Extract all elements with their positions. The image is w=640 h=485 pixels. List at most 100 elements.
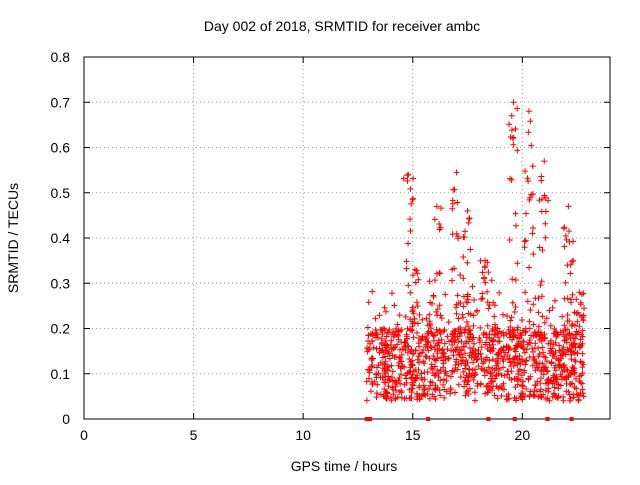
data-point [402,313,409,320]
data-point [384,350,391,357]
data-point [368,356,375,363]
data-point [554,394,561,401]
data-point [440,360,447,367]
data-point [379,331,386,338]
data-point [535,323,542,330]
data-point [466,385,473,392]
data-point [477,350,484,357]
data-point [365,366,372,373]
data-point [506,236,513,243]
y-tick-label: 0.5 [51,185,71,201]
data-point [449,205,456,212]
data-point [552,297,559,304]
data-point [550,374,557,381]
x-tick-label: 10 [295,427,311,443]
data-point [507,317,514,324]
data-point [447,373,454,380]
data-point [500,311,507,318]
data-point [390,333,397,340]
data-point [456,333,463,340]
data-point [389,368,396,375]
data-point [462,374,469,381]
data-point [437,224,444,231]
data-point [574,318,581,325]
data-point [541,353,548,360]
data-point [472,397,479,404]
data-point [402,339,409,346]
data-point [470,322,477,329]
data-point [465,329,472,336]
data-point [403,379,410,386]
data-point [522,289,529,296]
data-point [369,380,376,387]
data-point [529,345,536,352]
data-point [487,375,494,382]
data-point [490,336,497,343]
data-point [416,311,423,318]
data-point [513,343,520,350]
data-point [490,345,497,352]
data-point [409,362,416,369]
data-point [381,304,388,311]
data-point [514,324,521,331]
data-point [414,303,421,310]
data-point [409,196,416,203]
data-point [420,382,427,389]
data-point [470,376,477,383]
data-point [564,317,571,324]
data-point [404,335,411,342]
data-point [551,353,558,360]
data-point [545,385,552,392]
data-point [435,370,442,377]
data-point [455,338,462,345]
data-point [512,384,519,391]
data-point [466,215,473,222]
data-point [496,338,503,345]
data-point [400,175,407,182]
data-point [527,118,534,125]
data-point [514,105,521,112]
data-point [505,346,512,353]
data-point [397,355,404,362]
data-point [531,392,538,399]
data-point [467,246,474,253]
data-point [494,325,501,332]
data-point [385,363,392,370]
data-point [486,357,493,364]
data-point [391,302,398,309]
data-point [404,177,411,184]
data-point [573,328,580,335]
data-point [438,336,445,343]
data-point [551,325,558,332]
data-point [398,339,405,346]
data-point [427,325,434,332]
data-point [437,312,444,319]
data-point [448,277,455,284]
data-point [450,331,457,338]
data-point [579,380,586,387]
data-point [408,200,415,207]
data-point [538,332,545,339]
data-point [494,395,501,402]
data-point [523,210,530,217]
data-point [435,339,442,346]
data-point [475,363,482,370]
data-point [484,346,491,353]
data-point [386,377,393,384]
data-point [378,339,385,346]
data-point [561,361,568,368]
data-point [381,386,388,393]
data-point [542,220,549,227]
data-point [499,385,506,392]
data-point [384,342,391,349]
data-point [485,269,492,276]
data-point [569,342,576,349]
data-point [561,367,568,374]
data-point [546,307,553,314]
data-point [431,385,438,392]
data-point [449,342,456,349]
data-point [536,197,543,204]
data-point [515,368,522,375]
data-point [369,362,376,369]
data-point [539,247,546,254]
